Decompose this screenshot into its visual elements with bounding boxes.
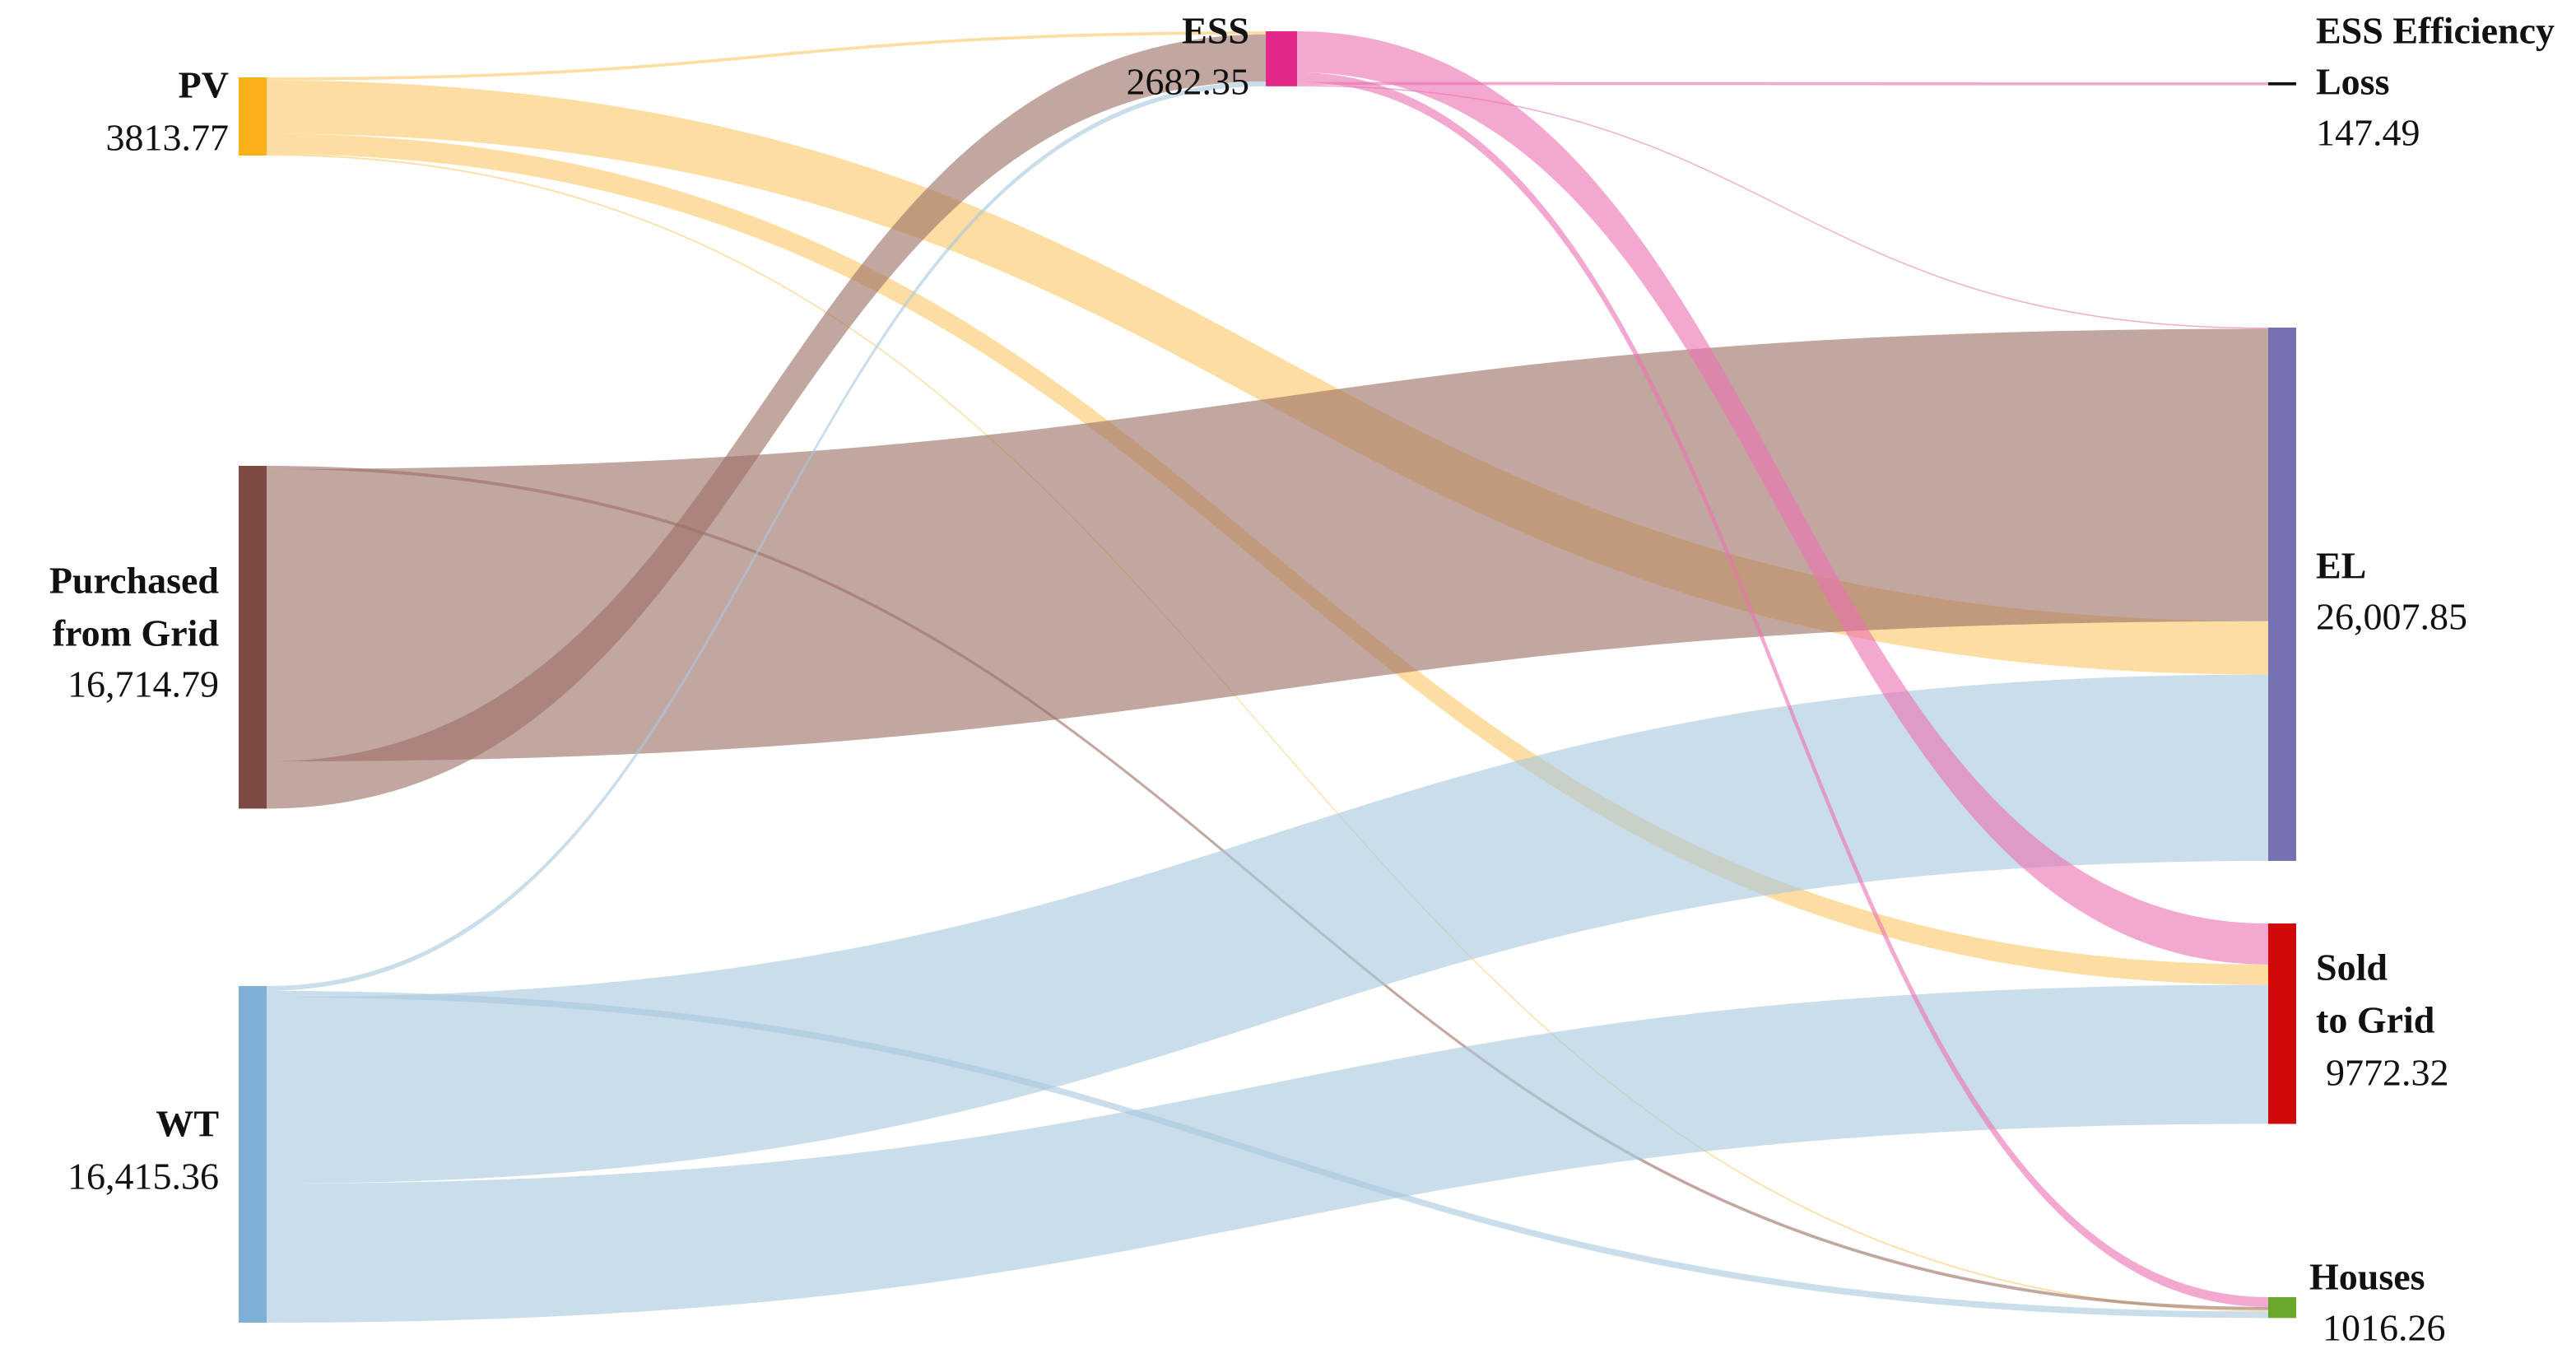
link <box>267 81 1266 991</box>
link <box>1297 81 2268 86</box>
node-name: from Grid <box>53 612 220 654</box>
node-value: 2682.35 <box>1127 61 1250 103</box>
link <box>1297 85 2268 329</box>
node-name: EL <box>2316 545 2366 587</box>
node-value: 26,007.85 <box>2316 596 2467 638</box>
node <box>239 986 267 1323</box>
node <box>2268 923 2296 1124</box>
node-value: 9772.32 <box>2326 1052 2449 1094</box>
node-name: Houses <box>2309 1256 2425 1298</box>
links <box>267 31 2268 1323</box>
node <box>239 466 267 809</box>
node-name: PV <box>179 64 229 106</box>
node-value: 16,415.36 <box>67 1156 219 1198</box>
node-name: Loss <box>2316 61 2389 103</box>
link <box>267 31 1266 81</box>
link <box>267 80 2268 675</box>
node <box>2268 82 2296 86</box>
labels: PV 3813.77 Purchased from Grid 16,714.79 WT 16… <box>49 10 2555 1349</box>
link <box>1297 72 2268 1307</box>
node-name: ESS <box>1182 10 1249 52</box>
node <box>1266 31 1297 86</box>
nodes <box>239 31 2296 1323</box>
node-value: 3813.77 <box>106 117 230 159</box>
node-name: Sold <box>2316 947 2388 989</box>
node-name: Purchased <box>49 560 220 602</box>
link <box>267 990 2268 1319</box>
node-value: 147.49 <box>2316 112 2420 154</box>
node-value: 1016.26 <box>2323 1307 2446 1349</box>
node <box>239 77 267 156</box>
link <box>267 674 2268 1184</box>
node-name: WT <box>156 1103 219 1145</box>
link <box>1297 31 2268 965</box>
link <box>267 328 2268 762</box>
node <box>2268 1297 2296 1319</box>
node-name: to Grid <box>2316 999 2435 1041</box>
node-name: ESS Efficiency <box>2316 10 2555 52</box>
node <box>2268 328 2296 861</box>
node-value: 16,714.79 <box>67 663 219 705</box>
link <box>267 154 2268 1312</box>
link <box>267 34 1266 809</box>
